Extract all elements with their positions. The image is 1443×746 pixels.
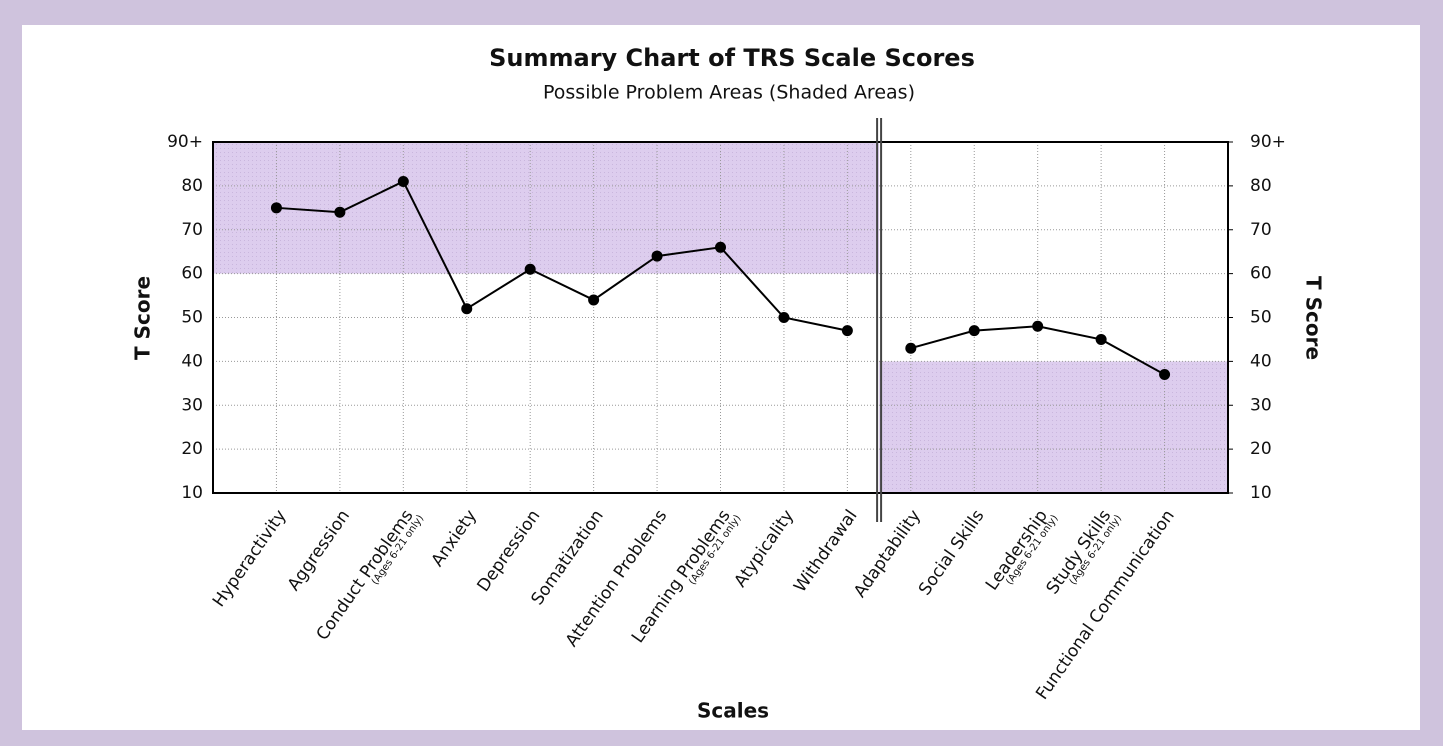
point [651,250,663,262]
y2-tick-label: 10 [1250,483,1272,503]
point [905,342,917,354]
y2-tick-label: 80 [1250,176,1272,196]
y2-tick-label: 90+ [1250,132,1286,152]
y-tick-label: 20 [181,439,203,459]
y-tick-label: 50 [181,308,203,328]
point [1095,333,1107,345]
point [270,202,282,214]
point [461,303,473,315]
point [841,325,853,337]
line [276,180,848,332]
y2-tick-label: 20 [1250,439,1272,459]
y-tick-label: 90+ [167,132,203,152]
point [1032,320,1044,332]
shaded-area [879,361,1228,493]
point [397,175,409,187]
point [1159,369,1171,381]
point [715,241,726,253]
shaded-area [213,142,880,274]
y-tick-label: 40 [181,351,203,371]
y2-tick-label: 40 [1250,351,1272,371]
y2-tick-label: 70 [1250,220,1272,240]
point [968,325,980,337]
y2-tick-label: 50 [1250,308,1272,328]
point [524,263,536,275]
point [588,294,600,306]
y-tick-label: 30 [181,395,203,415]
y-axis-label: T Score [131,276,155,360]
point [334,206,346,218]
y2-tick-label: 30 [1250,395,1272,415]
y-tick-label: 80 [181,176,203,196]
chart-title: Summary Chart of TRS Scale Scores [489,44,975,72]
y-tick-label: 60 [181,264,203,284]
y2-axis-label: T Score [1302,276,1326,360]
y-tick-label: 10 [181,483,203,503]
y2-tick-label: 60 [1250,264,1272,284]
point [778,312,790,323]
chart-subtitle: Possible Problem Areas (Shaded Areas) [543,82,915,104]
plot-frame [212,141,1229,494]
y-tick-label: 70 [181,220,203,240]
x-axis-label: Scales [697,699,769,723]
